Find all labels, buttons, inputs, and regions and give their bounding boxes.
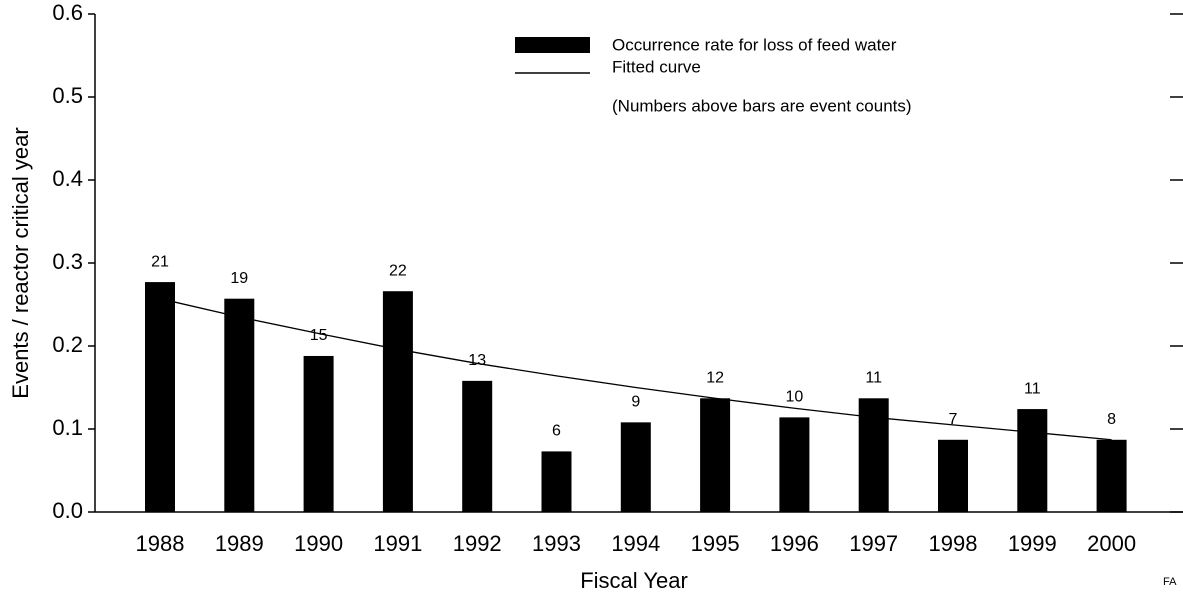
bar: [620, 422, 651, 512]
bar: [462, 380, 493, 512]
event-count: 22: [389, 262, 407, 279]
event-count: 15: [310, 327, 328, 344]
bar: [1096, 439, 1127, 512]
fitted-curve: [159, 298, 1112, 441]
event-count: 6: [552, 423, 561, 440]
x-tick-label: 1988: [136, 531, 185, 556]
x-tick-label: 1991: [373, 531, 422, 556]
bar: [858, 398, 889, 512]
event-count: 7: [949, 411, 958, 428]
annotation: (Numbers above bars are event counts): [612, 96, 912, 115]
x-tick-label: 1993: [532, 531, 581, 556]
bar: [224, 298, 255, 512]
event-count: 21: [151, 253, 169, 270]
x-tick-label: 1998: [929, 531, 978, 556]
bar: [145, 282, 175, 512]
y-tick-label: 0.6: [52, 0, 83, 25]
x-axis-label: Fiscal Year: [580, 568, 688, 593]
x-tick-label: 1990: [294, 531, 343, 556]
legend-label: Occurrence rate for loss of feed water: [612, 35, 897, 54]
bar: [779, 417, 810, 512]
x-tick-label: 1992: [453, 531, 502, 556]
event-count: 11: [865, 370, 882, 387]
bar: [1017, 409, 1048, 512]
y-tick-label: 0.2: [52, 332, 83, 357]
event-count: 8: [1107, 411, 1116, 428]
x-tick-label: 1997: [849, 531, 898, 556]
x-tick-label: 2000: [1087, 531, 1136, 556]
legend-label: Fitted curve: [612, 57, 701, 76]
bar: [303, 355, 334, 512]
y-tick-label: 0.5: [52, 83, 83, 108]
event-count: 19: [230, 270, 248, 287]
x-tick-label: 1999: [1008, 531, 1057, 556]
bar: [382, 291, 413, 512]
x-tick-label: 1994: [611, 531, 660, 556]
event-count: 10: [786, 389, 804, 406]
x-tick-label: 1996: [770, 531, 819, 556]
event-count: 13: [468, 352, 486, 369]
footer-mark: FA: [1163, 576, 1177, 588]
y-tick-label: 0.0: [52, 498, 83, 523]
bar: [938, 439, 968, 512]
y-axis-label: Events / reactor critical year: [8, 127, 33, 398]
event-count: 12: [706, 370, 724, 387]
y-tick-label: 0.3: [52, 249, 83, 274]
x-tick-label: 1989: [215, 531, 264, 556]
x-tick-label: 1995: [691, 531, 740, 556]
y-tick-label: 0.4: [52, 166, 83, 191]
bar: [700, 398, 731, 512]
event-count: 9: [631, 394, 640, 411]
event-count: 11: [1024, 380, 1041, 397]
bar: [541, 451, 572, 512]
legend-swatch-bar: [515, 37, 590, 53]
y-tick-label: 0.1: [52, 415, 83, 440]
